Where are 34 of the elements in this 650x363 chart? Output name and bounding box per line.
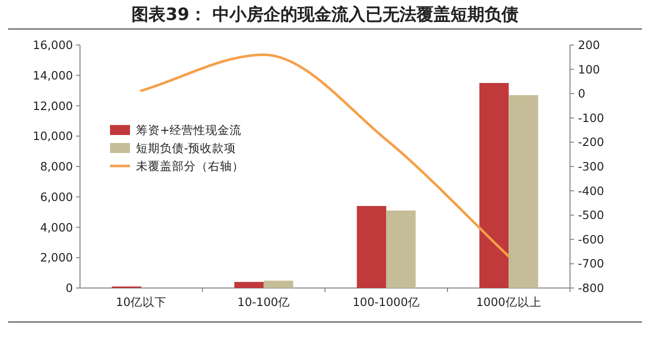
- bar: [264, 280, 294, 288]
- y2-tick-label: -200: [578, 135, 604, 150]
- y-tick-label: 8,000: [40, 160, 73, 174]
- bar: [386, 210, 416, 288]
- y2-tick-label: -800: [578, 281, 604, 295]
- x-tick-label: 100-1000亿: [352, 295, 420, 309]
- y-tick-label: 14,000: [32, 68, 73, 82]
- y2-tick-label: 200: [578, 38, 600, 52]
- y-tick-label: 16,000: [32, 38, 73, 52]
- y-tick-label: 12,000: [32, 98, 73, 113]
- chart-title: 图表39： 中小房企的现金流入已无法覆盖短期负债: [132, 4, 518, 25]
- bar: [508, 95, 538, 288]
- bar: [479, 82, 509, 288]
- y2-tick-label: -300: [578, 160, 604, 174]
- bar: [356, 206, 386, 288]
- x-tick-label: 10亿以下: [116, 295, 167, 309]
- legend-label: 筹资+经营性现金流: [136, 123, 242, 137]
- legend-label: 短期负债-预收款项: [136, 141, 236, 155]
- y2-tick-label: 0: [578, 86, 586, 101]
- legend-label: 未覆盖部分（右轴）: [136, 159, 244, 173]
- y2-tick-label: -700: [578, 256, 604, 271]
- bar: [234, 282, 264, 288]
- x-tick-label: 1000亿以上: [476, 295, 542, 309]
- y2-tick-label: -400: [578, 184, 604, 198]
- y-tick-label: 2,000: [40, 250, 73, 265]
- y-tick-label: 0: [66, 281, 73, 295]
- y2-tick-label: 100: [578, 62, 600, 76]
- y-tick-label: 6,000: [40, 190, 73, 204]
- y2-tick-label: -600: [578, 232, 604, 246]
- y2-tick-label: -100: [578, 110, 604, 125]
- y-tick-label: 4,000: [40, 220, 73, 234]
- y2-tick-label: -500: [578, 208, 604, 222]
- y-tick-label: 10,000: [32, 129, 73, 144]
- x-tick-label: 10-100亿: [237, 295, 290, 309]
